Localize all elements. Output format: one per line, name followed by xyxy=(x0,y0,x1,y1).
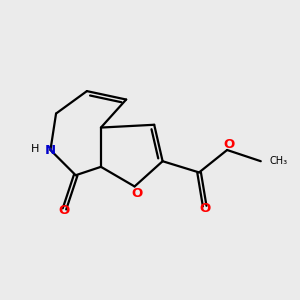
Text: O: O xyxy=(199,202,210,215)
Text: CH₃: CH₃ xyxy=(269,156,287,166)
Text: O: O xyxy=(59,204,70,217)
Text: H: H xyxy=(31,144,39,154)
Text: O: O xyxy=(223,138,234,151)
Text: O: O xyxy=(132,187,143,200)
Text: N: N xyxy=(45,143,56,157)
